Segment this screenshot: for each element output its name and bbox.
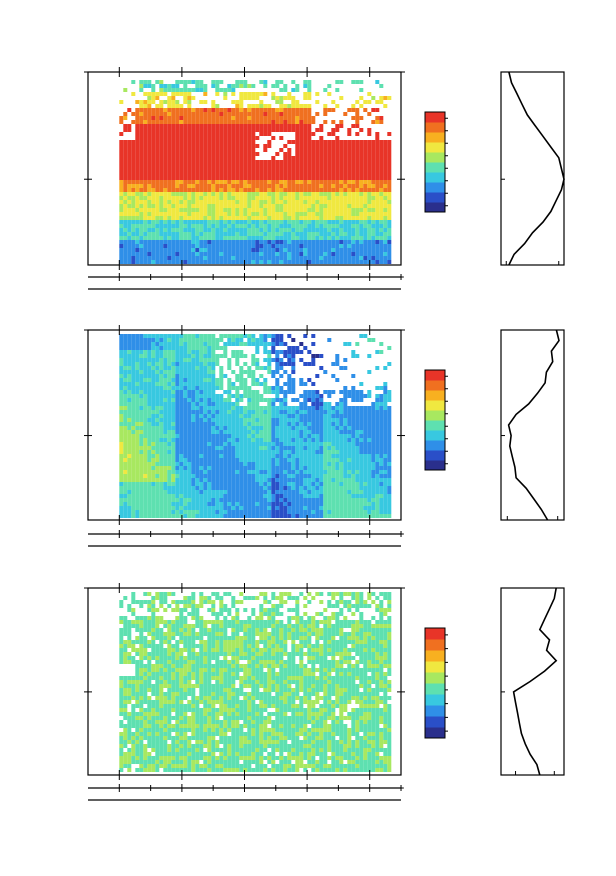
colorbar-frame [424, 369, 446, 471]
colorbar [424, 111, 448, 213]
profile-line [508, 71, 565, 266]
average-profile [500, 329, 565, 521]
x-midday-marker: + [397, 530, 405, 540]
colorbar-swatch [425, 142, 445, 153]
x-midday-marker: + [209, 530, 217, 540]
profile-line [512, 587, 558, 776]
x-midday-marker: + [147, 273, 155, 283]
x-midday-marker: + [397, 273, 405, 283]
heatmap-field [119, 334, 392, 518]
average-profile [500, 587, 565, 776]
x-midday-marker: + [147, 784, 155, 794]
colorbar-swatch [425, 661, 445, 673]
colorbar-swatch [425, 672, 445, 684]
colorbar-swatch [425, 202, 445, 213]
profile-line [507, 329, 560, 521]
colorbar [424, 627, 448, 739]
colorbar-frame [424, 111, 446, 213]
colorbar-swatch [425, 694, 445, 706]
colorbar-swatch [425, 152, 445, 163]
x-midday-marker: + [272, 784, 280, 794]
colorbar-swatch [425, 716, 445, 728]
colorbar-swatch [425, 440, 445, 451]
profile-frame [500, 71, 565, 266]
colorbar-swatch [425, 112, 445, 123]
panel-2: + + + + + [84, 583, 565, 801]
colorbar-swatch [425, 370, 445, 381]
colorbar-swatch [425, 420, 445, 431]
colorbar-swatch [425, 683, 445, 695]
colorbar-swatch [425, 410, 445, 421]
x-midday-marker: + [272, 530, 280, 540]
profile-frame [500, 329, 565, 521]
x-midday-marker: + [335, 784, 343, 794]
colorbar-swatch [425, 460, 445, 471]
colorbar-swatch [425, 162, 445, 173]
colorbar-swatch [425, 727, 445, 739]
colorbar-swatch [425, 400, 445, 411]
colorbar-swatch [425, 390, 445, 401]
colorbar-swatch [425, 628, 445, 640]
colorbar-swatch [425, 182, 445, 193]
colorbar-swatch [425, 705, 445, 717]
colorbar-swatch [425, 172, 445, 183]
colorbar-swatch [425, 639, 445, 651]
colorbar-swatch [425, 430, 445, 441]
x-midday-marker: + [209, 273, 217, 283]
heatmap-field [119, 592, 392, 772]
heatmap-field [119, 80, 392, 264]
profile-frame [500, 587, 565, 776]
colorbar-swatch [425, 132, 445, 143]
colorbar [424, 369, 448, 471]
colorbar-frame [424, 627, 446, 739]
colorbar-swatch [425, 122, 445, 133]
x-midday-marker: + [272, 273, 280, 283]
x-midday-marker: + [397, 784, 405, 794]
x-midday-marker: + [147, 530, 155, 540]
x-midday-marker: + [335, 530, 343, 540]
panel-1: + + + + + [84, 325, 565, 547]
colorbar-swatch [425, 192, 445, 203]
panel-0: + + + + + [84, 67, 565, 290]
colorbar-swatch [425, 650, 445, 662]
colorbar-swatch [425, 450, 445, 461]
x-midday-marker: + [209, 784, 217, 794]
average-profile [500, 71, 565, 266]
x-midday-marker: + [335, 273, 343, 283]
colorbar-swatch [425, 380, 445, 391]
